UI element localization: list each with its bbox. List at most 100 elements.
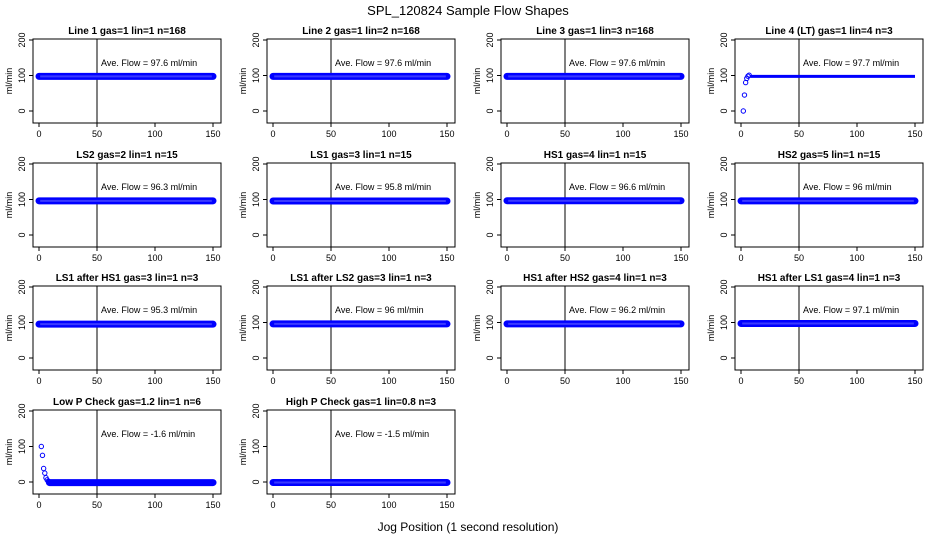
y-tick-label: 0 — [251, 355, 261, 360]
y-axis-label: ml/min — [238, 68, 248, 95]
x-tick-label: 150 — [205, 253, 220, 263]
panel-11: HS1 after HS2 gas=4 lin=1 n=3 ml/min 0 100 2… — [472, 273, 690, 386]
data-point — [740, 108, 747, 114]
y-axis-label: ml/min — [238, 315, 248, 342]
ave-flow-annotation: Ave. Flow = 97.6 ml/min — [101, 58, 197, 68]
panel-6: LS1 gas=3 lin=1 n=15 ml/min 0 100 200 0 50 100 1… — [238, 150, 456, 263]
y-axis-label: ml/min — [706, 68, 716, 95]
y-tick-label: 100 — [251, 192, 261, 207]
x-tick-label: 100 — [849, 129, 864, 139]
ave-flow-annotation: Ave. Flow = 97.1 ml/min — [803, 305, 899, 315]
data-point — [745, 73, 751, 79]
ave-flow-annotation: Ave. Flow = 96.2 ml/min — [569, 305, 665, 315]
figure-x-axis-label: Jog Position (1 second resolution) — [377, 520, 559, 534]
y-tick-label: 100 — [17, 192, 27, 207]
y-axis-label: ml/min — [706, 315, 716, 342]
plot-frame — [500, 285, 690, 371]
y-tick-label: 200 — [251, 32, 261, 47]
plot-frame — [734, 162, 924, 248]
y-axis-label: ml/min — [238, 439, 248, 466]
y-tick-label: 200 — [719, 279, 729, 294]
x-tick-label: 0 — [270, 376, 275, 386]
ave-flow-annotation: Ave. Flow = 97.6 ml/min — [569, 58, 665, 68]
data-point — [38, 443, 45, 450]
x-tick-label: 100 — [615, 253, 630, 263]
panel-title: Low P Check gas=1.2 lin=1 n=6 — [53, 397, 201, 408]
data-point — [741, 92, 748, 98]
panel-1: Line 1 gas=1 lin=1 n=168 ml/min 0 100 200 0 50… — [4, 26, 222, 139]
x-tick-label: 50 — [560, 376, 570, 386]
panel-title: LS1 after LS2 gas=3 lin=1 n=3 — [290, 273, 432, 284]
y-tick-label: 100 — [251, 439, 261, 454]
data-series — [740, 72, 915, 114]
panel-14: High P Check gas=1 lin=0.8 n=3 ml/min 0 100… — [238, 397, 456, 510]
x-tick-label: 0 — [504, 376, 509, 386]
y-axis-label: ml/min — [238, 192, 248, 219]
x-tick-label: 0 — [36, 129, 41, 139]
x-tick-label: 50 — [326, 129, 336, 139]
plot-frame — [266, 409, 456, 495]
plot-frame — [32, 162, 222, 248]
ave-flow-annotation: Ave. Flow = -1.5 ml/min — [335, 429, 429, 439]
y-tick-label: 200 — [485, 279, 495, 294]
x-tick-label: 100 — [381, 253, 396, 263]
x-tick-label: 100 — [615, 129, 630, 139]
y-tick-label: 100 — [719, 315, 729, 330]
panel-title: High P Check gas=1 lin=0.8 n=3 — [286, 397, 437, 408]
x-tick-label: 0 — [36, 376, 41, 386]
ave-flow-annotation: Ave. Flow = -1.6 ml/min — [101, 429, 195, 439]
y-tick-label: 0 — [719, 232, 729, 237]
x-tick-label: 150 — [439, 129, 454, 139]
plot-frame — [266, 38, 456, 124]
x-tick-label: 50 — [92, 376, 102, 386]
y-tick-label: 100 — [485, 315, 495, 330]
data-point — [42, 470, 48, 476]
plot-frame — [32, 409, 222, 495]
x-tick-label: 150 — [205, 376, 220, 386]
x-tick-label: 50 — [326, 253, 336, 263]
ave-flow-annotation: Ave. Flow = 95.3 ml/min — [101, 305, 197, 315]
x-tick-label: 150 — [673, 253, 688, 263]
panel-4: Line 4 (LT) gas=1 lin=4 n=3 ml/min 0 100 200… — [706, 26, 924, 139]
y-tick-label: 200 — [17, 156, 27, 171]
y-tick-label: 200 — [251, 279, 261, 294]
x-tick-label: 150 — [205, 129, 220, 139]
plot-frame — [734, 38, 924, 124]
y-tick-label: 200 — [17, 403, 27, 418]
ave-flow-annotation: Ave. Flow = 97.6 ml/min — [335, 58, 431, 68]
y-tick-label: 0 — [485, 355, 495, 360]
panel-title: Line 1 gas=1 lin=1 n=168 — [68, 26, 186, 37]
y-tick-label: 200 — [17, 32, 27, 47]
x-tick-label: 100 — [615, 376, 630, 386]
x-tick-label: 0 — [504, 253, 509, 263]
y-tick-label: 0 — [17, 232, 27, 237]
panel-title: Line 3 gas=1 lin=3 n=168 — [536, 26, 654, 37]
y-axis-label: ml/min — [472, 315, 482, 342]
y-tick-label: 100 — [17, 439, 27, 454]
panel-title: Line 4 (LT) gas=1 lin=4 n=3 — [765, 26, 893, 37]
x-tick-label: 50 — [560, 129, 570, 139]
panel-title: LS2 gas=2 lin=1 n=15 — [76, 150, 178, 161]
x-tick-label: 150 — [205, 500, 220, 510]
panel-12: HS1 after LS1 gas=4 lin=1 n=3 ml/min 0 100 2… — [706, 273, 924, 386]
panel-title: LS1 after HS1 gas=3 lin=1 n=3 — [56, 273, 199, 284]
ave-flow-annotation: Ave. Flow = 95.8 ml/min — [335, 182, 431, 192]
x-tick-label: 150 — [673, 376, 688, 386]
x-tick-label: 0 — [270, 253, 275, 263]
x-tick-label: 150 — [439, 253, 454, 263]
x-tick-label: 150 — [907, 253, 922, 263]
x-tick-label: 100 — [147, 129, 162, 139]
y-tick-label: 200 — [485, 32, 495, 47]
x-tick-label: 50 — [326, 376, 336, 386]
y-tick-label: 100 — [719, 192, 729, 207]
x-tick-label: 100 — [381, 129, 396, 139]
panel-title: HS1 after LS1 gas=4 lin=1 n=3 — [758, 273, 901, 284]
ave-flow-annotation: Ave. Flow = 96.6 ml/min — [569, 182, 665, 192]
x-tick-label: 50 — [92, 253, 102, 263]
x-tick-label: 50 — [92, 500, 102, 510]
y-axis-label: ml/min — [472, 192, 482, 219]
data-point — [39, 452, 46, 459]
y-tick-label: 100 — [251, 68, 261, 83]
x-tick-label: 0 — [36, 500, 41, 510]
